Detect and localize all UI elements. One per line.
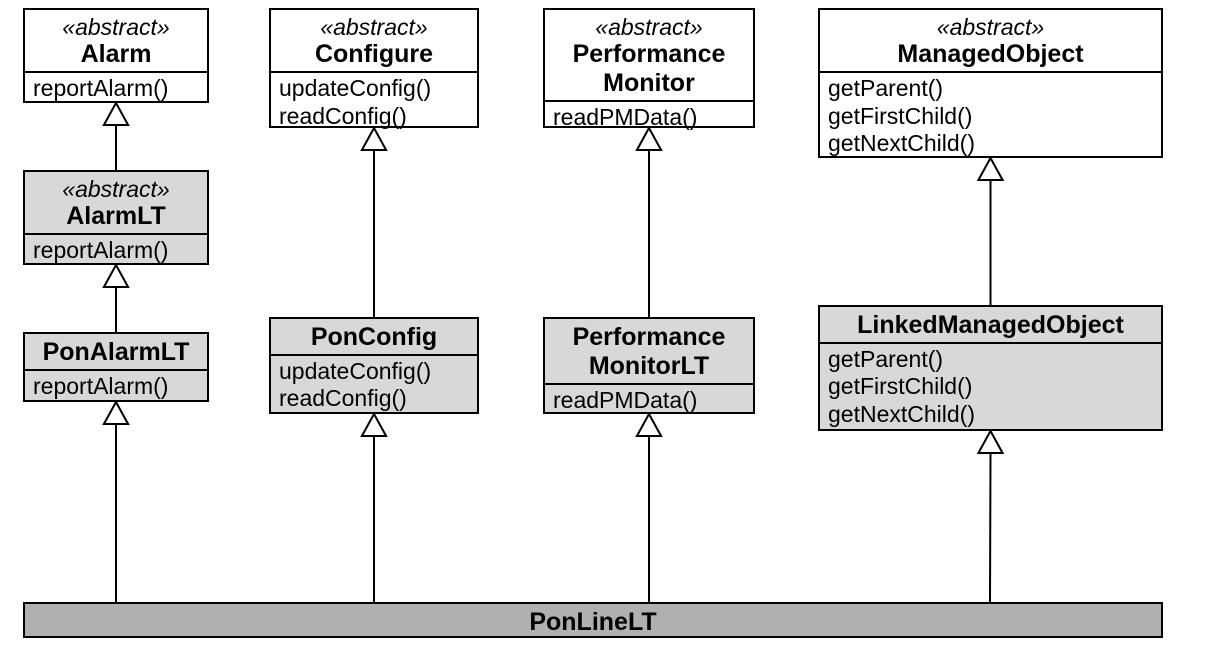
method: updateConfig() <box>279 75 469 103</box>
class-PonAlarmLT: PonAlarmLT reportAlarm() <box>23 332 209 402</box>
method: getParent() <box>828 346 1153 374</box>
class-Alarm: «abstract»Alarm reportAlarm() <box>23 8 209 103</box>
class-Configure: «abstract»Configure updateConfig()readCon… <box>269 8 479 128</box>
methods: readPMData() <box>545 100 753 136</box>
class-name: PonAlarmLT <box>33 338 199 367</box>
method: reportAlarm() <box>33 237 199 265</box>
method: readPMData() <box>553 104 745 132</box>
class-name: PerformanceMonitor <box>553 40 745 98</box>
method: getParent() <box>828 75 1153 103</box>
stereotype: «abstract» <box>33 176 199 202</box>
methods: reportAlarm() <box>25 369 207 405</box>
class-title: «abstract»ManagedObject <box>820 10 1161 71</box>
methods: reportAlarm() <box>25 233 207 269</box>
generalization-arrowhead <box>978 431 1002 453</box>
methods: getParent()getFirstChild()getNextChild() <box>820 71 1161 162</box>
method: getNextChild() <box>828 401 1153 429</box>
class-ManagedObject: «abstract»ManagedObject getParent()getFir… <box>818 8 1163 158</box>
class-LinkedManagedObject: LinkedManagedObjectgetParent()getFirstCh… <box>818 305 1163 431</box>
method: reportAlarm() <box>33 373 199 401</box>
class-PerformanceMonitorLT: PerformanceMonitorLT readPMData() <box>543 317 755 414</box>
stereotype: «abstract» <box>33 14 199 40</box>
class-title: PonAlarmLT <box>25 334 207 369</box>
class-name: LinkedManagedObject <box>828 311 1153 340</box>
class-name: PonLineLT <box>529 608 656 637</box>
methods: updateConfig()readConfig() <box>271 354 477 417</box>
class-name: PonConfig <box>279 323 469 352</box>
method: getNextChild() <box>828 130 1153 158</box>
method: readPMData() <box>553 387 745 415</box>
method: getFirstChild() <box>828 373 1153 401</box>
class-title: LinkedManagedObject <box>820 307 1161 342</box>
class-title: PonLineLT <box>25 604 1161 639</box>
generalization-arrowhead <box>104 402 128 424</box>
class-title: PerformanceMonitorLT <box>545 319 753 383</box>
class-title: PonConfig <box>271 319 477 354</box>
class-name: ManagedObject <box>828 40 1153 69</box>
method: updateConfig() <box>279 358 469 386</box>
method: reportAlarm() <box>33 75 199 103</box>
methods: readPMData() <box>545 383 753 419</box>
generalization-arrowhead <box>362 414 386 436</box>
methods: reportAlarm() <box>25 71 207 107</box>
stereotype: «abstract» <box>553 14 745 40</box>
class-title: «abstract»AlarmLT <box>25 172 207 233</box>
class-PerformanceMonitor: «abstract»PerformanceMonitorreadPMData() <box>543 8 755 128</box>
methods: updateConfig()readConfig() <box>271 71 477 134</box>
method: readConfig() <box>279 385 469 413</box>
stereotype: «abstract» <box>828 14 1153 40</box>
methods: getParent()getFirstChild()getNextChild() <box>820 342 1161 433</box>
stereotype: «abstract» <box>279 14 469 40</box>
class-name: Configure <box>279 40 469 69</box>
class-name: PerformanceMonitorLT <box>553 323 745 381</box>
class-title: «abstract»PerformanceMonitor <box>545 10 753 100</box>
method: getFirstChild() <box>828 103 1153 131</box>
class-title: «abstract»Configure <box>271 10 477 71</box>
class-PonConfig: PonConfigupdateConfig()readConfig() <box>269 317 479 414</box>
class-AlarmLT: «abstract»AlarmLT reportAlarm() <box>23 170 209 265</box>
class-name: Alarm <box>33 40 199 69</box>
class-title: «abstract»Alarm <box>25 10 207 71</box>
method: readConfig() <box>279 103 469 131</box>
generalization-line <box>990 453 991 602</box>
class-PonLineLT: PonLineLT <box>23 602 1163 638</box>
class-name: AlarmLT <box>33 202 199 231</box>
